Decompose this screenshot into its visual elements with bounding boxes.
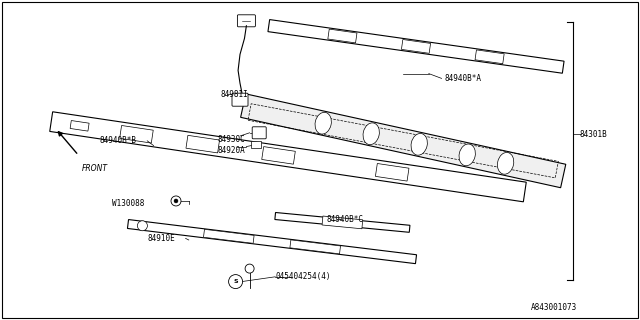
Polygon shape bbox=[275, 212, 410, 232]
Text: 84940B*C: 84940B*C bbox=[326, 215, 364, 224]
Polygon shape bbox=[290, 240, 340, 254]
Ellipse shape bbox=[459, 144, 476, 166]
Polygon shape bbox=[127, 220, 417, 264]
FancyBboxPatch shape bbox=[237, 15, 255, 27]
Circle shape bbox=[245, 264, 254, 273]
Circle shape bbox=[138, 221, 147, 231]
Text: S: S bbox=[234, 279, 238, 284]
Polygon shape bbox=[475, 50, 504, 64]
Text: 84940B*B: 84940B*B bbox=[99, 136, 136, 145]
Text: 84940B*A: 84940B*A bbox=[445, 74, 482, 83]
Polygon shape bbox=[186, 135, 220, 153]
Text: FRONT: FRONT bbox=[82, 164, 108, 173]
Ellipse shape bbox=[363, 123, 380, 145]
Circle shape bbox=[171, 196, 181, 206]
FancyBboxPatch shape bbox=[232, 93, 248, 106]
Text: 84910E: 84910E bbox=[147, 234, 175, 243]
Polygon shape bbox=[268, 20, 564, 73]
Circle shape bbox=[174, 199, 178, 203]
Text: 84920A: 84920A bbox=[218, 146, 245, 155]
Polygon shape bbox=[322, 216, 363, 229]
Text: 84930C: 84930C bbox=[218, 135, 245, 144]
Bar bbox=[251, 141, 261, 148]
Polygon shape bbox=[376, 164, 409, 181]
Ellipse shape bbox=[497, 152, 514, 174]
Ellipse shape bbox=[411, 133, 428, 155]
Text: A843001073: A843001073 bbox=[531, 303, 577, 312]
FancyBboxPatch shape bbox=[252, 127, 266, 139]
Polygon shape bbox=[120, 125, 153, 143]
Polygon shape bbox=[50, 112, 526, 202]
Text: 84301B: 84301B bbox=[579, 130, 607, 139]
Polygon shape bbox=[328, 29, 357, 43]
Polygon shape bbox=[241, 94, 566, 188]
Ellipse shape bbox=[315, 112, 332, 134]
Text: 045404254(4): 045404254(4) bbox=[275, 272, 331, 281]
Text: W130088: W130088 bbox=[112, 199, 145, 208]
Polygon shape bbox=[204, 229, 254, 243]
Text: 84981I: 84981I bbox=[221, 90, 248, 99]
Polygon shape bbox=[401, 39, 431, 53]
Polygon shape bbox=[70, 121, 89, 131]
Circle shape bbox=[228, 275, 243, 289]
Polygon shape bbox=[262, 147, 295, 164]
